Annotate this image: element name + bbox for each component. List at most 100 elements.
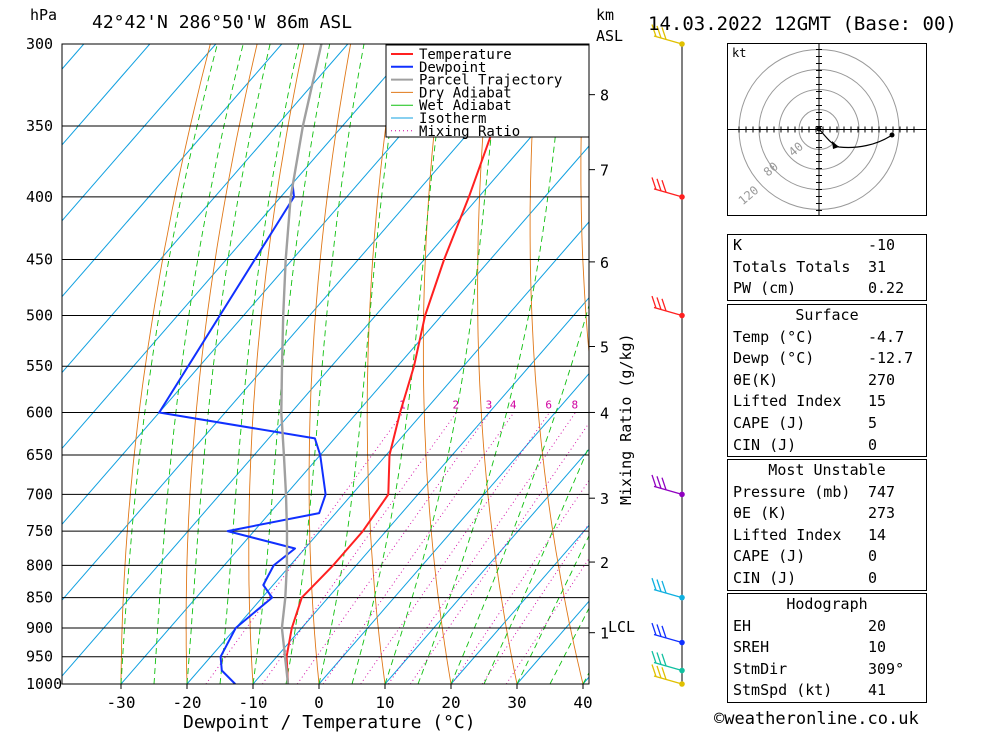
surface-row: θE(K) 270: [733, 370, 896, 389]
mixing-ratio-axis-label: Mixing Ratio (g/kg): [617, 333, 635, 505]
km-tick-label: 5: [600, 339, 609, 357]
plot-frame: [61, 43, 590, 685]
pressure-tick-label: 500: [26, 307, 53, 325]
dry-adiabat-line: [248, 44, 305, 684]
pressure-tick-label: 550: [26, 357, 53, 375]
pressure-tick-label: 350: [26, 117, 53, 135]
legend-entry: Isotherm: [419, 111, 486, 127]
isotherm-line: [318, 372, 589, 684]
dry-adiabat-line: [477, 44, 518, 684]
axes: 3003504004505005506006507007508008509009…: [26, 35, 635, 712]
wind-barb: [653, 485, 683, 496]
wind-barb-flag: [656, 624, 662, 637]
asl-unit-label: ASL: [596, 27, 623, 45]
index-row-totals: Totals Totals 31: [733, 257, 887, 276]
mixing-ratio-line: [505, 557, 589, 684]
wind-barb: [653, 306, 683, 317]
hodograph-table: Hodograph EH 20 SREH 10 StmDir 309° StmSpd …: [727, 593, 927, 703]
indices-table: K -10 Totals Totals 31 PW (cm) 0.22: [727, 234, 927, 301]
wind-barb-flag: [656, 579, 662, 592]
mixing-ratio-label: 8: [572, 398, 579, 411]
km-tick-label: 6: [600, 254, 609, 272]
wind-barb-flag: [661, 580, 667, 594]
km-tick-label: 4: [600, 404, 609, 422]
hodograph-row: StmDir 309°: [733, 659, 905, 678]
wind-barb-flag: [656, 25, 662, 39]
pressure-tick-label: 950: [26, 648, 53, 666]
wet-adiabat-line: [285, 44, 365, 684]
wind-barb: [653, 661, 683, 672]
wind-barb-flag: [661, 27, 667, 40]
isotherm-line: [62, 69, 589, 677]
dry-adiabat-line: [959, 44, 1000, 684]
dewpoint-line: [158, 183, 327, 684]
pressure-tick-label: 800: [26, 556, 53, 574]
wind-barb-flag: [656, 665, 662, 679]
hodograph: kt 40 80 120: [727, 43, 927, 216]
mixing-ratio-label: 3: [486, 398, 493, 411]
hodograph-row: SREH 10: [733, 638, 887, 657]
most-unstable-title: Most Unstable: [768, 461, 886, 479]
most-unstable-row: Pressure (mb) 747: [733, 482, 896, 501]
dry-adiabat-line: [120, 44, 211, 684]
surface-row: CAPE (J) 5: [733, 413, 878, 432]
surface-title: Surface: [795, 306, 859, 324]
legend-entry: Temperature: [419, 47, 512, 63]
km-unit-label: km: [596, 6, 614, 24]
temperature-tick-label: -30: [107, 693, 136, 712]
most-unstable-row: CIN (J) 0: [733, 568, 878, 587]
hodograph-row: EH 20: [733, 616, 887, 635]
wind-barbs: [651, 24, 685, 687]
pressure-tick-label: 400: [26, 188, 53, 206]
hodograph-unit: kt: [732, 46, 746, 60]
x-axis-label: Dewpoint / Temperature (°C): [183, 712, 476, 733]
dry-adiabat-line: [630, 44, 715, 684]
dry-adiabat-line: [366, 44, 398, 684]
pressure-tick-label: 750: [26, 522, 53, 540]
wind-barb-flag: [661, 667, 667, 680]
mixing-ratio-line: [481, 522, 589, 684]
wind-barb: [653, 633, 683, 644]
surface-row: Dewp (°C) -12.7: [733, 349, 914, 368]
wet-adiabat-line: [450, 303, 589, 684]
legend-entry: Parcel Trajectory: [419, 73, 562, 89]
wind-barb-flag: [651, 177, 657, 190]
surface-row: Lifted Index 15: [733, 392, 887, 411]
storm-motion-arrow: [832, 141, 839, 149]
wind-barb-flag: [651, 650, 657, 664]
km-tick-label: 1: [600, 625, 609, 643]
wet-adiabat-line: [483, 445, 589, 684]
isotherm-line: [62, 44, 415, 450]
hodograph-row: StmSpd (kt) 41: [733, 681, 887, 700]
pressure-tick-label: 650: [26, 446, 53, 464]
pressure-unit-label: hPa: [30, 6, 57, 24]
wet-adiabat-line: [549, 607, 589, 684]
wind-barb-flag: [661, 477, 667, 490]
isotherm-line: [62, 44, 283, 298]
wind-barb: [653, 35, 683, 45]
isotherm-line: [62, 44, 547, 601]
mixing-ratio-label: 4: [510, 398, 517, 411]
km-tick-label: 3: [600, 490, 609, 508]
mixing-ratio-label: 20: [660, 398, 673, 411]
pressure-tick-label: 450: [26, 251, 53, 269]
wind-barb-flag: [661, 298, 667, 312]
wind-barb-flag: [656, 652, 662, 665]
temperature-line: [285, 44, 514, 684]
diagram-grid: 1 2 3 4 6 8 10 15 20 25: [62, 44, 1000, 684]
most-unstable-row: θE (K) 273: [733, 504, 896, 523]
dry-adiabat-line: [580, 44, 589, 358]
location-title: 42°42'N 286°50'W 86m ASL: [92, 12, 352, 33]
wind-barb-flag: [651, 622, 657, 636]
hodograph-table-title: Hodograph: [786, 595, 868, 613]
wind-barb-flag: [661, 653, 667, 667]
temperature-tick-label: 40: [573, 693, 592, 712]
wet-adiabat-line: [417, 44, 567, 684]
mixing-ratio-line: [451, 479, 589, 684]
isotherm-line: [62, 44, 151, 146]
mixing-ratio-label: 6: [545, 398, 552, 411]
isotherm-line: [450, 524, 589, 684]
sounding-profiles: [158, 44, 514, 684]
